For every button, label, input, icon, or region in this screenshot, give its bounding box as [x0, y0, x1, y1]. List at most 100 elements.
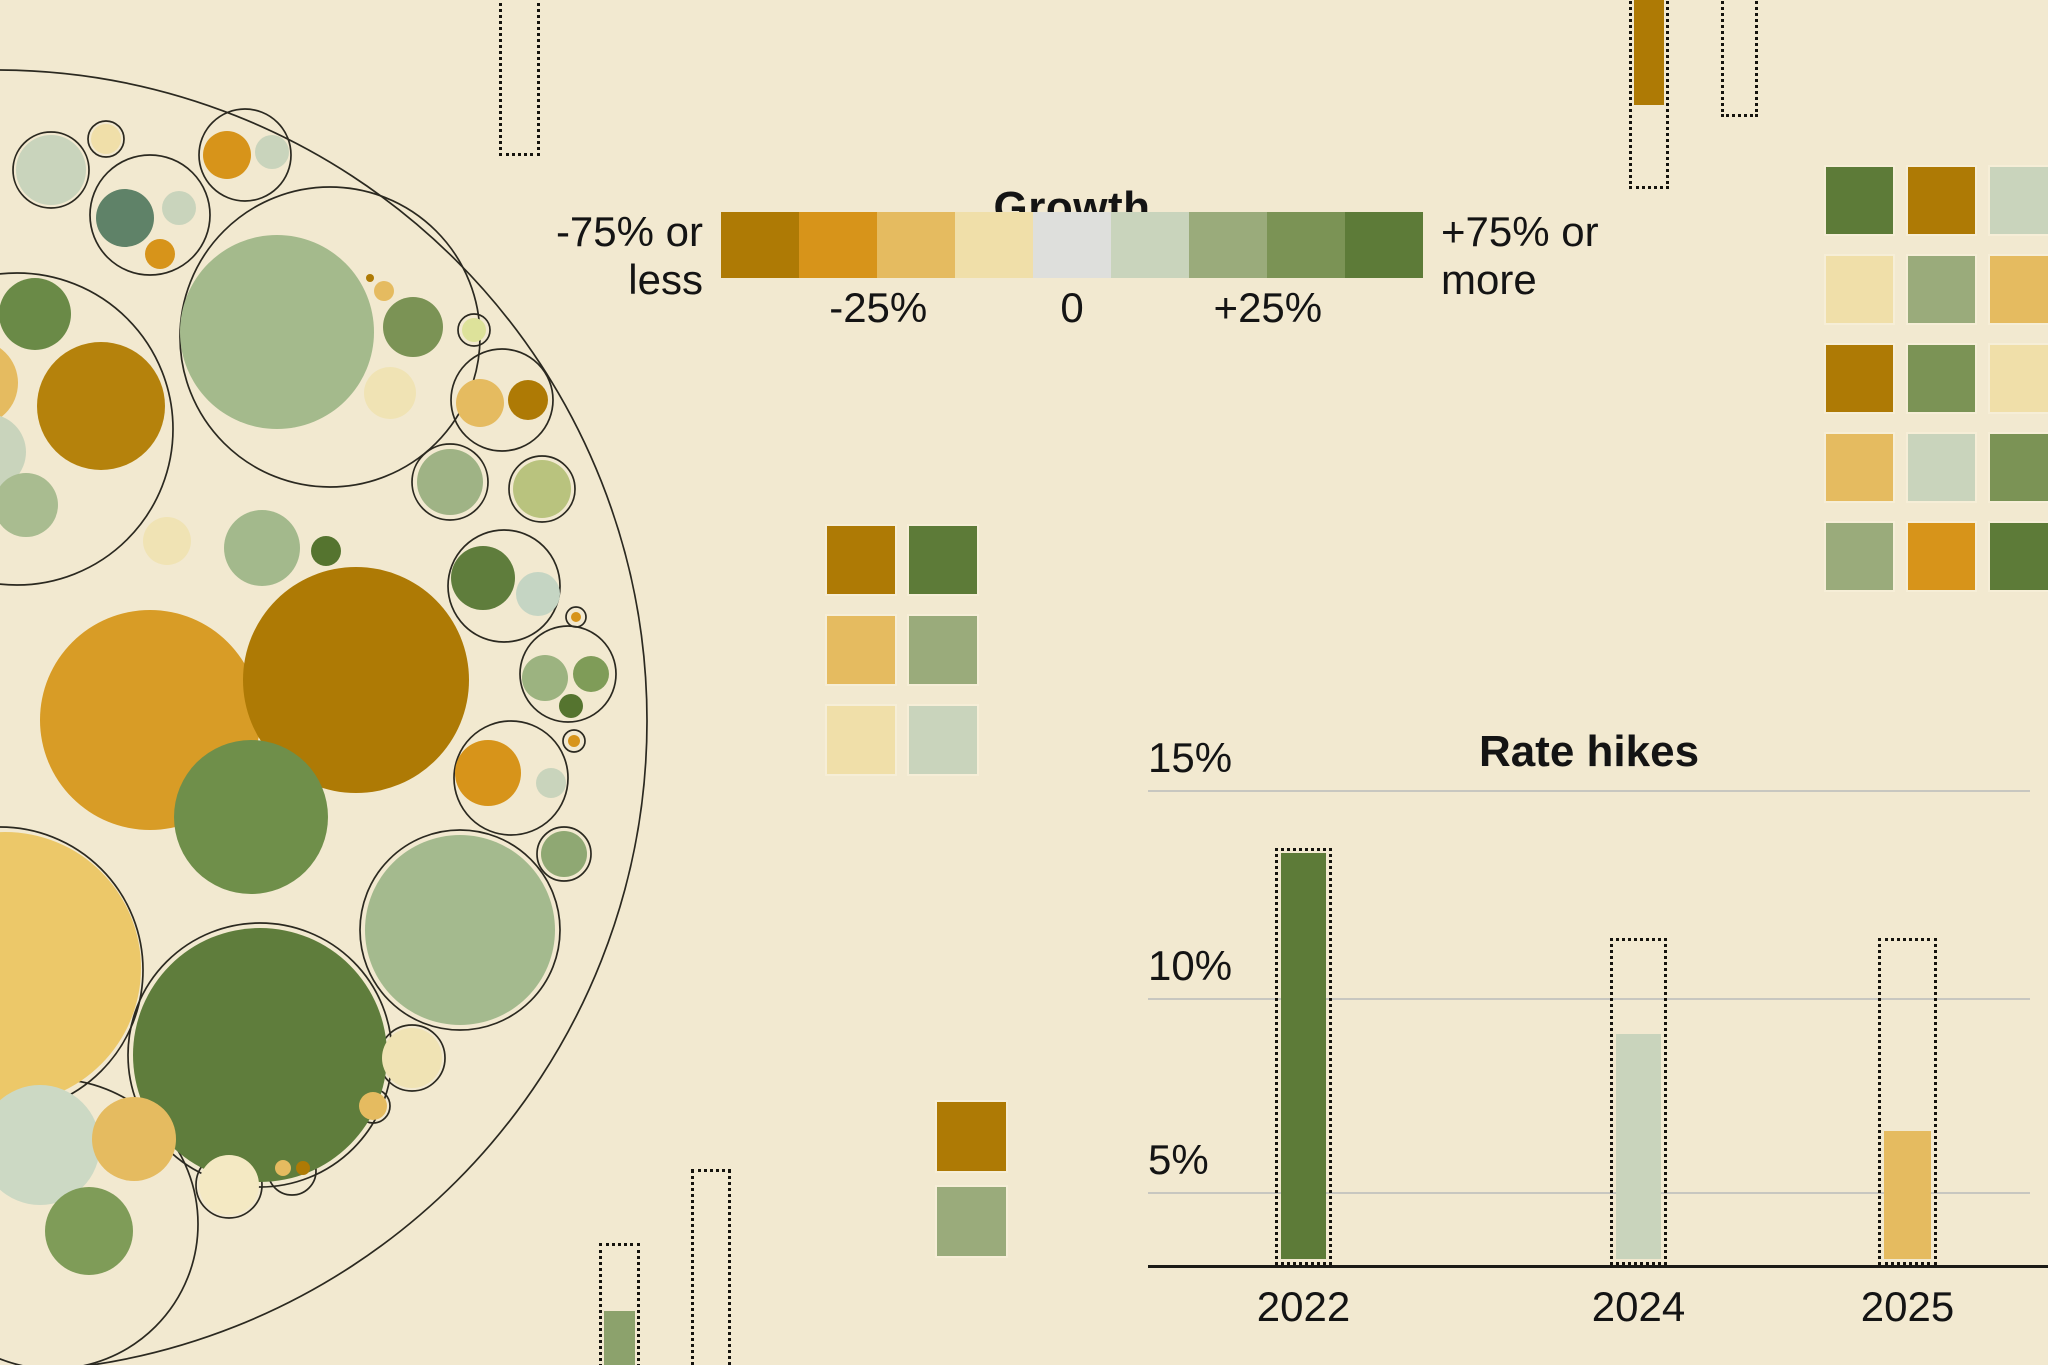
- legend-color-cell: [1033, 212, 1111, 278]
- bubble: [559, 694, 583, 718]
- bubble-group-outline: [359, 829, 561, 1031]
- middle-growth-grid: [827, 526, 977, 774]
- rate-bar-dashed-outline: [1275, 848, 1332, 1265]
- bubble: [455, 740, 521, 806]
- rate-x-category-label: 2025: [1860, 1283, 1955, 1330]
- dashed-bar-bottom-center-empty: [691, 1169, 731, 1365]
- dashed-bar-bottom-left-green: [599, 1243, 640, 1365]
- bubble-group-outline: [453, 720, 569, 836]
- rate-hikes-chart: Rate hikes 15% 10% 5% 2022 2024 2025: [1130, 680, 2048, 1365]
- growth-square: [1826, 167, 1893, 234]
- growth-square: [1990, 434, 2048, 501]
- growth-square: [1990, 167, 2048, 234]
- bubble-group-outline: [12, 131, 90, 209]
- growth-legend-min-label: -75% or less: [556, 208, 703, 304]
- growth-square: [909, 616, 977, 684]
- bubble-group-outline: [0, 272, 174, 586]
- bubble-group-outline: [519, 625, 617, 723]
- dashed-bar-fill: [604, 1311, 635, 1365]
- bubble: [133, 928, 387, 1182]
- growth-square: [1908, 434, 1975, 501]
- dashed-bar-top-right-empty: [1721, 0, 1758, 117]
- rate-hikes-title: Rate hikes: [1478, 726, 1700, 776]
- bubble-pack-chart: [0, 69, 648, 1365]
- bubble: [0, 473, 58, 537]
- bubble: [91, 124, 121, 154]
- bubble: [383, 297, 443, 357]
- growth-square: [1908, 523, 1975, 590]
- bubble: [143, 517, 191, 565]
- bubble-group-outline: [0, 69, 648, 1365]
- bubble: [522, 655, 568, 701]
- bubble-group-outline: [198, 108, 292, 202]
- max-label-line1: +75% or: [1441, 208, 1599, 255]
- right-growth-grid: [1826, 167, 2048, 590]
- bubble-group-outline: [508, 455, 576, 523]
- growth-square: [1826, 523, 1893, 590]
- stacked-square: [937, 1102, 1006, 1171]
- growth-square: [1826, 434, 1893, 501]
- bubble: [174, 740, 328, 894]
- bubble: [16, 135, 86, 205]
- bubble: [0, 832, 141, 1104]
- bubble: [37, 342, 165, 470]
- legend-color-cell: [955, 212, 1033, 278]
- bubble: [203, 131, 251, 179]
- rate-gridline: [1148, 998, 2030, 1000]
- legend-color-cell: [1267, 212, 1345, 278]
- growth-square: [827, 616, 895, 684]
- bubble-group-outline: [536, 826, 592, 882]
- bubble: [451, 546, 515, 610]
- legend-color-cell: [721, 212, 799, 278]
- growth-square: [1990, 256, 2048, 323]
- bubble: [243, 567, 469, 793]
- bubble: [0, 278, 71, 350]
- bubble: [374, 281, 394, 301]
- bubble: [0, 348, 18, 418]
- bubble-group-outline: [450, 348, 554, 452]
- bubble-group-outline: [87, 120, 125, 158]
- growth-square: [1826, 256, 1893, 323]
- bubble: [145, 239, 175, 269]
- max-label-line2: more: [1441, 256, 1537, 303]
- bubble-group-outline: [565, 606, 587, 628]
- bubble: [462, 318, 486, 342]
- growth-square: [1908, 256, 1975, 323]
- bubble: [364, 367, 416, 419]
- bubble: [296, 1161, 310, 1175]
- rate-bar-dashed-outline: [1610, 938, 1667, 1265]
- bubble: [0, 415, 26, 489]
- bubble: [568, 735, 580, 747]
- legend-color-cell: [877, 212, 955, 278]
- bubble: [275, 1160, 291, 1176]
- rate-y-tick-label: 15%: [1148, 734, 1233, 781]
- rate-gridline: [1148, 790, 2030, 792]
- legend-color-cell: [1111, 212, 1189, 278]
- bubble: [96, 189, 154, 247]
- rate-bar-fill: [1281, 853, 1326, 1259]
- rate-x-axis: [1148, 1265, 2048, 1268]
- legend-color-cell: [1345, 212, 1423, 278]
- legend-tick-label: 0: [1060, 284, 1084, 331]
- bubble: [366, 274, 374, 282]
- bubble: [180, 235, 374, 429]
- bubble: [0, 1085, 100, 1205]
- min-label-line1: -75% or: [555, 208, 703, 255]
- growth-square: [1990, 345, 2048, 412]
- legend-color-cell: [1189, 212, 1267, 278]
- rate-x-category-label: 2022: [1256, 1283, 1351, 1330]
- bubble-group-outline: [562, 729, 586, 753]
- stacked-square: [937, 1187, 1006, 1256]
- bubble: [508, 380, 548, 420]
- bubble: [516, 572, 560, 616]
- dashed-bar-top-center-empty: [499, 0, 540, 156]
- bubble: [382, 1028, 442, 1088]
- bubble: [199, 1155, 259, 1215]
- rate-gridline: [1148, 1192, 2030, 1194]
- legend-tick-label: +25%: [1213, 284, 1323, 331]
- bubble: [255, 135, 289, 169]
- dashed-bar-top-right-filled: [1629, 0, 1669, 189]
- min-label-line2: less: [628, 256, 703, 303]
- growth-legend-strip: [721, 212, 1423, 278]
